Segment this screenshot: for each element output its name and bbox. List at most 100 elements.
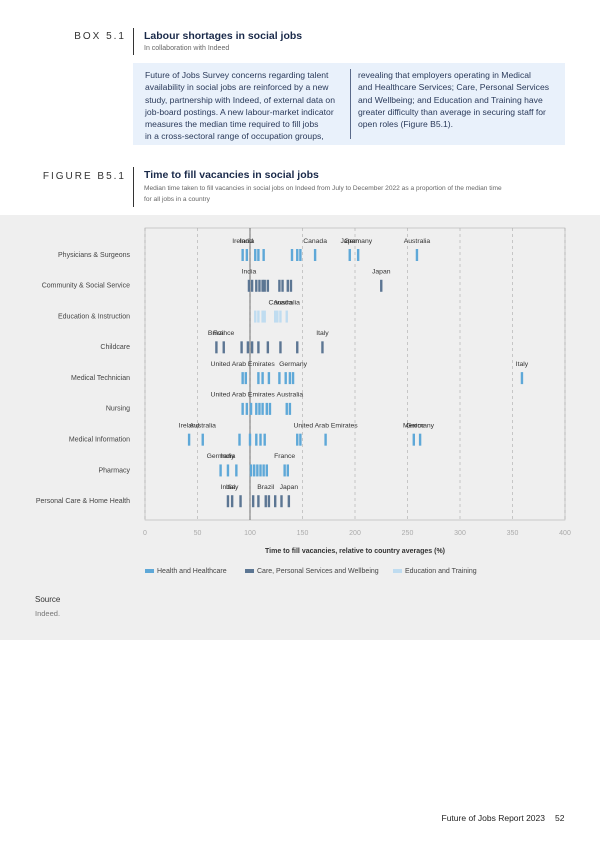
footer-report: Future of Jobs Report 2023 [441, 813, 545, 823]
tick-mark [291, 372, 295, 385]
tick-mark [230, 495, 234, 508]
text-line: in a cross-sectoral range of occupation … [145, 131, 324, 142]
tick-mark [284, 372, 287, 385]
category-label: Pharmacy [98, 467, 130, 474]
tick-mark [285, 402, 288, 415]
tick-mark [249, 464, 253, 477]
tick-mark [276, 310, 279, 323]
tick-mark [263, 310, 266, 323]
x-axis-title: Time to fill vacancies, relative to coun… [265, 548, 445, 555]
point-label: Ireland [232, 238, 253, 245]
point-label: Canada [269, 299, 293, 306]
point-label: Japan [280, 484, 299, 491]
x-tick-label: 250 [402, 530, 414, 537]
chart-subtitle: Median time taken to fill vacancies in s… [144, 183, 502, 205]
tick-mark [226, 464, 230, 477]
tick-mark [285, 310, 288, 323]
tick-mark [238, 433, 241, 446]
tick-mark [296, 249, 299, 261]
point-label: India [221, 453, 236, 460]
tick-mark [313, 249, 317, 261]
tick-mark [278, 372, 281, 385]
tick-mark [187, 433, 191, 446]
tick-mark [257, 372, 260, 385]
tick-mark [299, 433, 302, 446]
x-tick-label: 300 [454, 530, 466, 537]
point-label: France [213, 330, 234, 337]
category-label: Education & Instruction [58, 313, 130, 320]
tick-mark [261, 402, 264, 415]
tick-mark [226, 495, 230, 508]
text-line: Future of Jobs Survey concerns regarding… [145, 70, 329, 80]
subtitle-line: Median time taken to fill vacancies in s… [144, 185, 502, 192]
point-label: Germany [207, 453, 236, 460]
box-title: Labour shortages in social jobs [144, 30, 303, 42]
tick-mark [215, 341, 218, 354]
x-tick-label: 350 [507, 530, 519, 537]
category-label: Medical Technician [71, 375, 130, 382]
x-tick-label: 200 [349, 530, 361, 537]
tick-mark [288, 372, 292, 385]
tick-mark [241, 249, 244, 261]
text-line: revealing that employers operating in Me… [358, 70, 531, 80]
box-text: Future of Jobs Survey concerns regarding… [133, 63, 565, 145]
text-line: job-board postings. A new labour-market … [145, 106, 334, 117]
x-tick-label: 0 [143, 530, 147, 537]
point-label: Brazil [208, 330, 225, 337]
tick-mark [249, 402, 253, 415]
tick-mark [241, 372, 244, 385]
category-label: Physicians & Surgeons [58, 252, 130, 259]
point-label: Australia [277, 392, 304, 399]
tick-mark [263, 433, 266, 446]
tick-mark [261, 310, 264, 323]
tick-mark [268, 402, 272, 415]
text-line: availability in social jobs are reinforc… [145, 82, 329, 93]
tick-mark [239, 495, 242, 508]
point-label: India [221, 484, 236, 491]
tick-mark [288, 402, 292, 415]
tick-mark [286, 279, 289, 292]
tick-mark [247, 279, 251, 292]
chart-title: Time to fill vacancies in social jobs [144, 169, 319, 181]
tick-mark [348, 249, 351, 261]
legend-swatch [145, 569, 154, 573]
tick-mark [253, 464, 256, 477]
tick-mark [324, 433, 327, 446]
tick-mark [265, 402, 268, 415]
point-label: Japan [340, 238, 359, 245]
tick-mark [264, 495, 267, 508]
tick-mark [262, 464, 265, 477]
point-label: Japan [372, 269, 391, 276]
tick-mark [244, 372, 247, 385]
tick-mark [321, 341, 324, 354]
chart-background [0, 215, 600, 640]
tick-mark [412, 433, 415, 446]
tick-mark [250, 279, 254, 292]
tick-mark [261, 372, 264, 385]
tick-mark [262, 249, 265, 261]
tick-mark [289, 279, 293, 292]
source-text: Indeed. [35, 609, 61, 618]
tick-mark [274, 310, 277, 323]
tick-mark [299, 249, 302, 261]
tick-mark [263, 279, 266, 292]
tick-mark [250, 341, 254, 354]
tick-mark [240, 341, 243, 354]
tick-mark [279, 341, 282, 354]
tick-mark [287, 495, 291, 508]
tick-mark [266, 279, 270, 292]
tick-mark [255, 279, 258, 292]
tick-mark [256, 464, 259, 477]
x-tick-label: 100 [244, 530, 256, 537]
page-number: 52 [555, 813, 565, 823]
legend-swatch [393, 569, 402, 573]
text-line: measures the median time required to fil… [145, 119, 319, 130]
tick-mark [254, 310, 257, 323]
tick-mark [296, 433, 299, 446]
text-line: open roles (Figure B5.1). [358, 119, 454, 130]
point-label: United Arab Emirates [211, 392, 276, 399]
tick-mark [241, 402, 244, 415]
tick-mark [418, 433, 422, 446]
tick-mark [415, 249, 419, 261]
